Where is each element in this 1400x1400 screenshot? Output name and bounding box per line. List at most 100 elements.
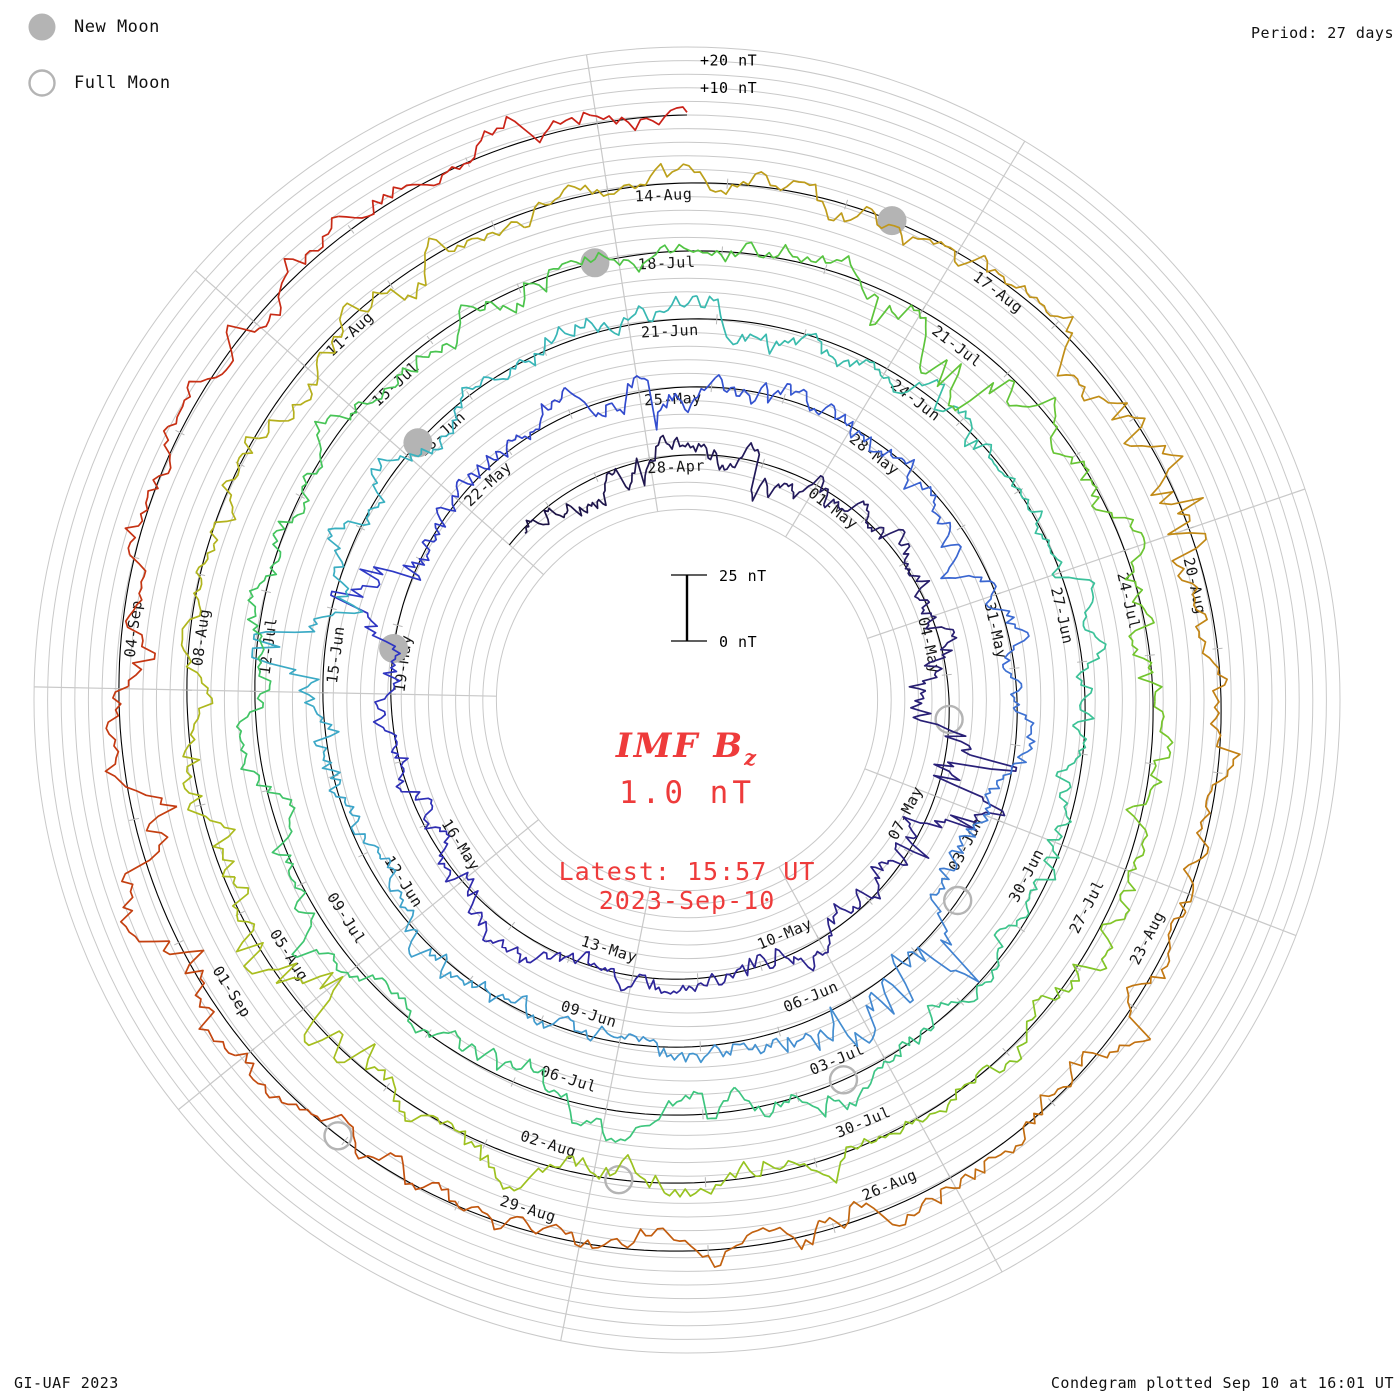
- grid-ring: [387, 400, 987, 1000]
- grid-ring: [142, 155, 1232, 1245]
- bz-trace-segment: [182, 655, 214, 773]
- bz-trace-segment: [983, 255, 1074, 348]
- day-tick: [261, 789, 273, 793]
- bz-trace-segment: [548, 1089, 641, 1143]
- bz-trace-segment: [330, 555, 430, 606]
- grid-ring: [291, 304, 1083, 1096]
- new-moon-icon: [28, 13, 56, 41]
- day-tick: [593, 472, 599, 482]
- bz-trace-segment: [167, 324, 260, 428]
- grid-ring: [482, 495, 892, 905]
- bz-trace-segment: [407, 930, 477, 989]
- day-tick: [387, 280, 394, 290]
- grid-ring: [87, 100, 1287, 1300]
- day-tick: [195, 803, 206, 807]
- bz-trace-segment: [1125, 911, 1187, 1040]
- bz-trace-segment: [974, 994, 1043, 1083]
- bz-trace-segment: [528, 317, 611, 367]
- grid-ring: [332, 345, 1042, 1055]
- bz-trace-segment: [119, 805, 178, 943]
- plotted-timestamp: Condegram plotted Sep 10 at 16:01 UT: [1050, 1374, 1394, 1392]
- bz-trace-segment: [914, 575, 947, 630]
- bz-trace-segment: [548, 1015, 630, 1042]
- day-tick: [903, 848, 913, 856]
- day-tick: [1051, 321, 1059, 329]
- new-moon-label: New Moon: [74, 17, 160, 37]
- bz-trace-segment: [396, 304, 473, 377]
- bz-trace-segment: [472, 261, 567, 314]
- bz-trace-segment: [246, 533, 282, 637]
- bz-trace-segment: [939, 813, 991, 872]
- day-tick: [956, 524, 966, 531]
- bz-trace-segment: [507, 387, 566, 442]
- bz-trace-segment: [1209, 668, 1241, 791]
- day-tick: [1144, 654, 1155, 657]
- bz-trace-segment: [812, 903, 859, 958]
- grid-ring: [346, 359, 1028, 1041]
- day-tick: [941, 673, 952, 676]
- day-tick: [355, 524, 366, 531]
- bz-trace-segment: [313, 528, 364, 621]
- bz-trace-segment: [916, 868, 980, 983]
- day-tick: [261, 589, 272, 594]
- bz-trace-segment: [1179, 790, 1213, 913]
- bz-trace-segment: [613, 434, 668, 491]
- grid-ring: [278, 291, 1096, 1109]
- grid-ring: [400, 413, 974, 987]
- bz-trace-segment: [1049, 397, 1100, 499]
- bz-trace-segment: [251, 618, 320, 708]
- scalebar-top-label: 25 nT: [719, 567, 767, 585]
- bz-trace-segment: [1072, 632, 1107, 727]
- new-moon-marker: [403, 428, 433, 458]
- day-tick: [813, 1157, 818, 1168]
- day-tick: [715, 314, 718, 325]
- bz-trace-segment: [747, 948, 816, 972]
- period-label: Period: 27 days: [1251, 24, 1394, 42]
- bz-trace-segment: [1130, 444, 1207, 549]
- day-tick: [402, 451, 412, 460]
- scalebar-bottom-label: 0 nT: [719, 633, 757, 651]
- full-moon-marker: [934, 704, 964, 735]
- bz-trace-segment: [445, 871, 488, 943]
- bz-trace-segment: [870, 208, 985, 267]
- bz-trace-segment: [364, 1043, 453, 1125]
- day-tick: [1048, 1098, 1056, 1107]
- day-tick: [174, 940, 184, 946]
- bz-trace-segment: [271, 827, 316, 926]
- date-label: 18-Jul: [637, 253, 696, 274]
- bz-trace-segment: [1128, 595, 1163, 702]
- grid-ring: [441, 454, 933, 946]
- bz-trace-segment: [640, 1086, 736, 1128]
- bz-trace-segment: [696, 295, 781, 355]
- bz-trace-segment: [259, 215, 339, 330]
- bz-trace-segment: [903, 476, 952, 536]
- date-label: 28-Apr: [647, 457, 706, 478]
- bz-trace-segment: [421, 492, 460, 557]
- bz-trace-segment: [272, 442, 324, 536]
- day-tick: [1010, 743, 1021, 747]
- day-tick: [299, 1005, 308, 1013]
- bz-trace-segment: [570, 471, 615, 517]
- bz-trace-segment: [238, 735, 296, 828]
- grid-ring: [74, 87, 1300, 1313]
- bz-trace-segment: [485, 939, 561, 964]
- bz-trace-segment: [394, 753, 434, 816]
- day-tick: [175, 429, 185, 436]
- day-tick: [844, 199, 849, 210]
- bz-trace-segment: [786, 1006, 877, 1052]
- day-tick: [1184, 526, 1194, 531]
- bz-trace-segment: [1055, 724, 1088, 817]
- bz-trace-segment: [1049, 548, 1096, 634]
- day-tick: [1077, 660, 1088, 663]
- bz-trace-segment: [327, 457, 388, 531]
- day-tick: [631, 970, 635, 981]
- day-tick: [848, 994, 855, 1004]
- bz-trace-segment: [865, 946, 927, 1030]
- bz-trace-segment: [448, 1200, 573, 1235]
- grid-ring: [264, 277, 1110, 1123]
- bz-trace-segment: [849, 430, 916, 478]
- date-label: 07-May: [884, 783, 927, 843]
- bz-trace-segment: [822, 498, 881, 533]
- bz-trace-segment: [1171, 547, 1220, 670]
- bz-trace-segment: [275, 971, 376, 1064]
